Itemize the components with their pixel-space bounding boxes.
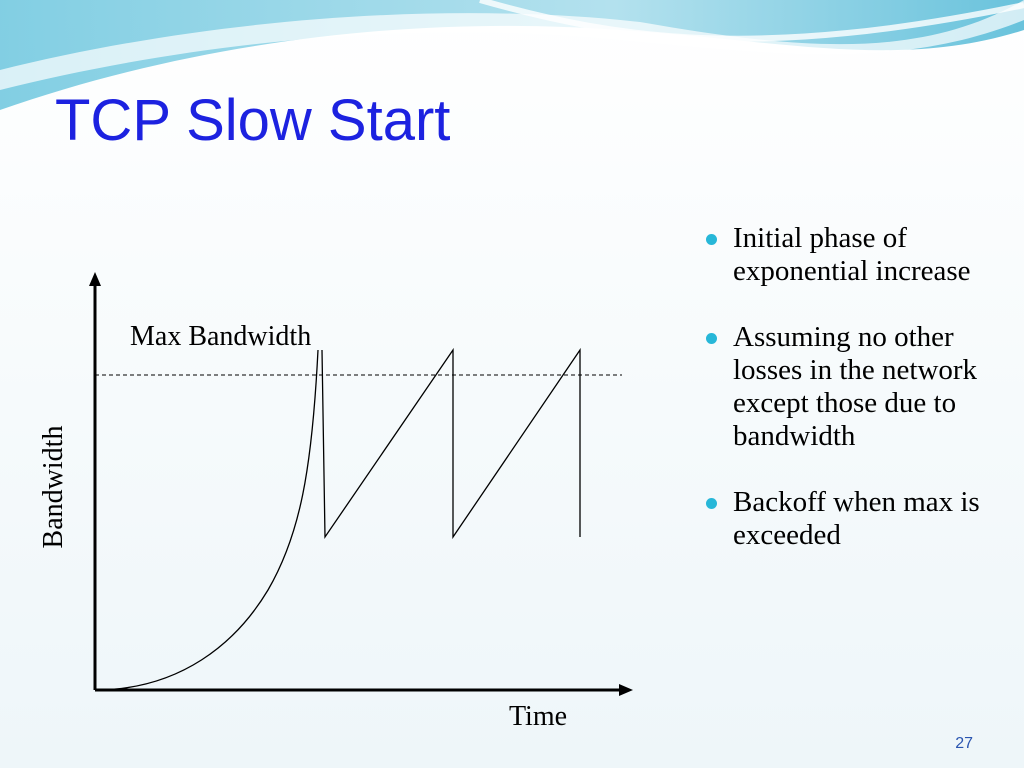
page-number: 27 bbox=[955, 735, 973, 752]
sawtooth-line bbox=[321, 347, 581, 540]
exponential-curve bbox=[99, 349, 319, 691]
bullet: Backoff when max is exceeded bbox=[706, 486, 993, 552]
x-axis-label: Time bbox=[509, 701, 567, 732]
y-axis-label: Bandwidth bbox=[38, 426, 69, 549]
slide-title: TCP Slow Start bbox=[55, 88, 450, 153]
y-axis-arrow bbox=[89, 272, 101, 286]
header-wave-line bbox=[479, 0, 1024, 42]
diagram bbox=[89, 272, 633, 696]
bullet-list: Initial phase of exponential increase As… bbox=[706, 222, 1006, 585]
bullet: Assuming no other losses in the network … bbox=[706, 321, 993, 453]
threshold-label: Max Bandwidth bbox=[130, 321, 311, 352]
bullet: Initial phase of exponential increase bbox=[706, 222, 993, 288]
x-axis-arrow bbox=[619, 684, 633, 696]
header-wave-highlight bbox=[0, 0, 1024, 90]
